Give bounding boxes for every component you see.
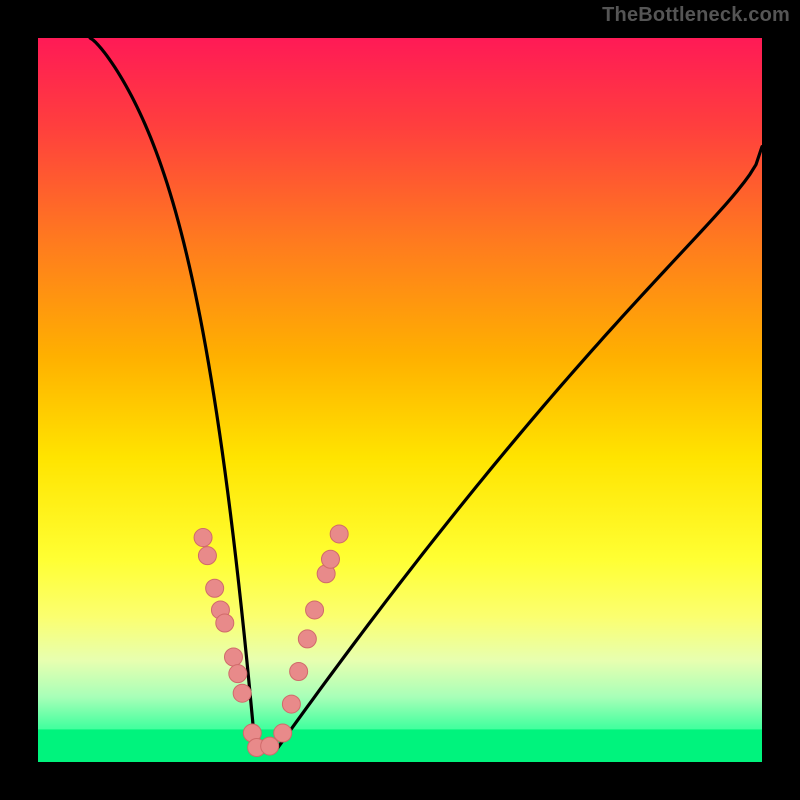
watermark-text: TheBottleneck.com	[602, 4, 790, 27]
marker-point	[224, 648, 242, 666]
marker-point	[290, 663, 308, 681]
marker-point	[330, 525, 348, 543]
bottleneck-chart-svg	[0, 0, 800, 800]
marker-point	[233, 684, 251, 702]
green-band	[38, 729, 762, 762]
chart-stage: TheBottleneck.com	[0, 0, 800, 800]
marker-point	[206, 579, 224, 597]
marker-point	[274, 724, 292, 742]
marker-point	[298, 630, 316, 648]
plot-background	[38, 38, 762, 762]
marker-point	[229, 665, 247, 683]
marker-point	[261, 737, 279, 755]
marker-point	[306, 601, 324, 619]
marker-point	[194, 529, 212, 547]
marker-point	[322, 550, 340, 568]
marker-point	[198, 547, 216, 565]
marker-point	[282, 695, 300, 713]
marker-point	[216, 614, 234, 632]
